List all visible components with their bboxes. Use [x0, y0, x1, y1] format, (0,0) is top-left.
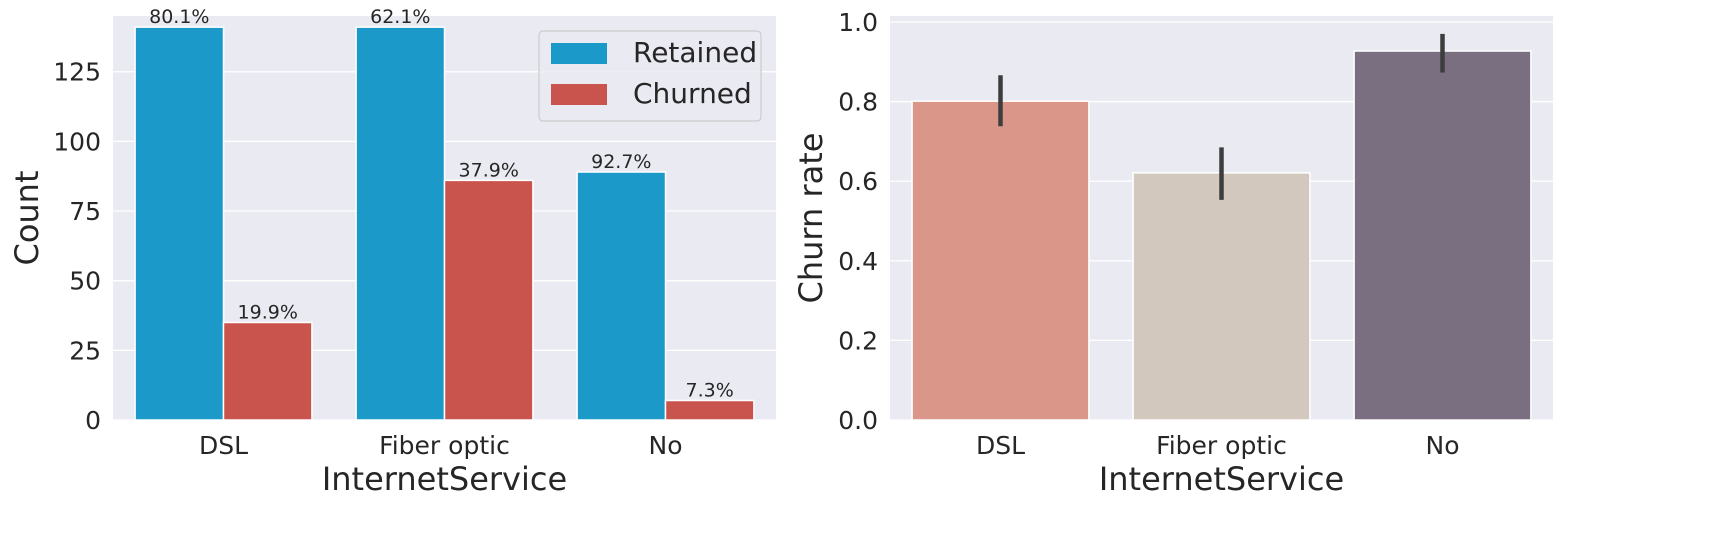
- bar: [1353, 50, 1532, 421]
- bar-retained: [134, 26, 225, 421]
- bar-churned: [443, 179, 534, 421]
- legend: Retained Churned: [538, 30, 762, 122]
- legend-swatch: [551, 84, 607, 105]
- y-tick-label: 75: [69, 197, 101, 226]
- legend-label: Retained: [633, 36, 757, 69]
- x-tick-label: Fiber optic: [379, 431, 510, 460]
- y-tick-label: 0.4: [838, 247, 878, 276]
- bar-retained: [355, 26, 446, 421]
- x-tick-label: Fiber optic: [1156, 431, 1287, 460]
- y-tick-label: 0.8: [838, 88, 878, 117]
- bar: [1132, 172, 1311, 421]
- y-axis-label: Churn rate: [792, 133, 830, 304]
- y-tick-label: 125: [53, 58, 101, 87]
- count-plot: 0 25 50 75 100 125 80.1% 19.9% DSL 62.1% 37.9% Fibe…: [8, 6, 776, 498]
- x-axis-label: InternetService: [322, 460, 567, 498]
- legend-swatch: [551, 43, 607, 64]
- y-tick-label: 1.0: [838, 8, 878, 37]
- x-axis-label: InternetService: [1099, 460, 1344, 498]
- y-tick-label: 0: [85, 406, 101, 435]
- y-axis-label: Count: [8, 170, 46, 265]
- data-label: 19.9%: [238, 301, 298, 323]
- y-tick-label: 0.6: [838, 167, 878, 196]
- bar-churned: [664, 399, 755, 421]
- legend-label: Churned: [633, 77, 752, 110]
- data-label: 37.9%: [459, 159, 519, 181]
- bar-retained: [576, 171, 667, 421]
- data-label: 62.1%: [370, 6, 430, 28]
- y-tick-label: 50: [69, 267, 101, 296]
- x-tick-label: DSL: [976, 431, 1025, 460]
- bar: [911, 100, 1090, 421]
- data-label: 92.7%: [591, 151, 651, 173]
- x-tick-label: DSL: [199, 431, 248, 460]
- y-tick-label: 0.2: [838, 326, 878, 355]
- data-label: 80.1%: [149, 6, 209, 28]
- y-tick-label: 0.0: [838, 406, 878, 435]
- churn-rate-plot: 0.0 0.2 0.4 0.6 0.8 1.0 DSL Fiber optic No Intern…: [792, 8, 1553, 498]
- y-tick-label: 100: [53, 127, 101, 156]
- bar-churned: [222, 321, 313, 421]
- y-tick-label: 25: [69, 336, 101, 365]
- x-tick-label: No: [649, 431, 683, 460]
- data-label: 7.3%: [686, 379, 734, 401]
- x-tick-label: No: [1426, 431, 1460, 460]
